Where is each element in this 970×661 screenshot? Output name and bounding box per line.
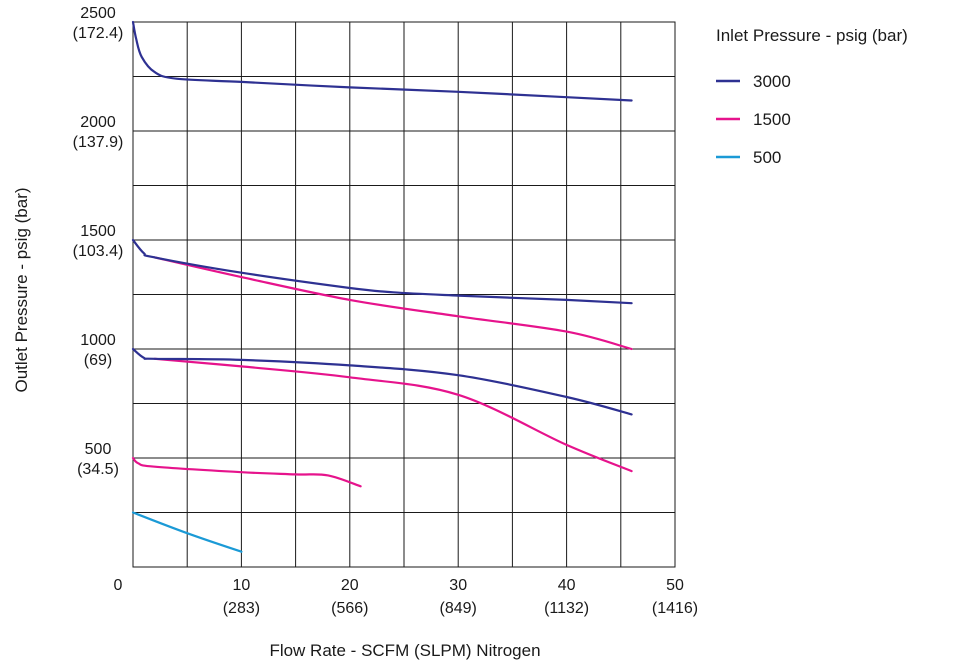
y-tick-sublabel: (34.5): [77, 461, 119, 478]
legend-title: Inlet Pressure - psig (bar): [716, 26, 908, 45]
series-line-1500: [153, 357, 633, 473]
x-axis-label: Flow Rate - SCFM (SLPM) Nitrogen: [269, 641, 540, 660]
x-tick-sublabel: (849): [440, 600, 477, 617]
y-tick-sublabel: (137.9): [73, 134, 124, 151]
y-axis-ticks: 2500 (172.4) 2000 (137.9) 1500 (103.4) 1000 (69…: [73, 5, 124, 478]
plot-grid: [132, 21, 676, 568]
series-line-1500: [131, 456, 362, 488]
series-line-500: [131, 511, 243, 553]
legend: Inlet Pressure - psig (bar) 3000 1500 500: [716, 26, 908, 167]
series-line-1500: [153, 256, 633, 351]
x-tick-label: 10: [233, 577, 251, 594]
y-tick-label: 2500: [80, 5, 116, 22]
x-tick-sublabel: (566): [331, 600, 368, 617]
y-axis-label: Outlet Pressure - psig (bar): [12, 187, 31, 392]
series-lines: [131, 20, 633, 553]
x-tick-label: 30: [449, 577, 467, 594]
series-line-3000: [131, 20, 633, 102]
legend-label-3000: 3000: [753, 72, 791, 91]
x-tick-sublabel: (1132): [544, 600, 589, 617]
y-tick-label: 1000: [80, 332, 116, 349]
series-line-3000: [131, 238, 633, 305]
x-tick-label: 40: [558, 577, 576, 594]
series-line-3000: [131, 347, 633, 416]
x-tick-sublabel: (283): [223, 600, 260, 617]
y-tick-label: 2000: [80, 114, 116, 131]
x-tick-label: 0: [114, 577, 123, 594]
y-tick-sublabel: (69): [84, 352, 112, 369]
y-tick-label: 500: [85, 441, 112, 458]
x-tick-label: 20: [341, 577, 359, 594]
y-tick-sublabel: (103.4): [73, 243, 124, 260]
y-tick-label: 1500: [80, 223, 116, 240]
legend-label-1500: 1500: [753, 110, 791, 129]
y-tick-sublabel: (172.4): [73, 25, 124, 42]
x-axis-ticks: 0 10 (283) 20 (566) 30 (849) 40 (1132) 50 (1416): [114, 577, 699, 617]
x-tick-label: 50: [666, 577, 684, 594]
legend-label-500: 500: [753, 148, 781, 167]
x-tick-sublabel: (1416): [652, 600, 698, 617]
